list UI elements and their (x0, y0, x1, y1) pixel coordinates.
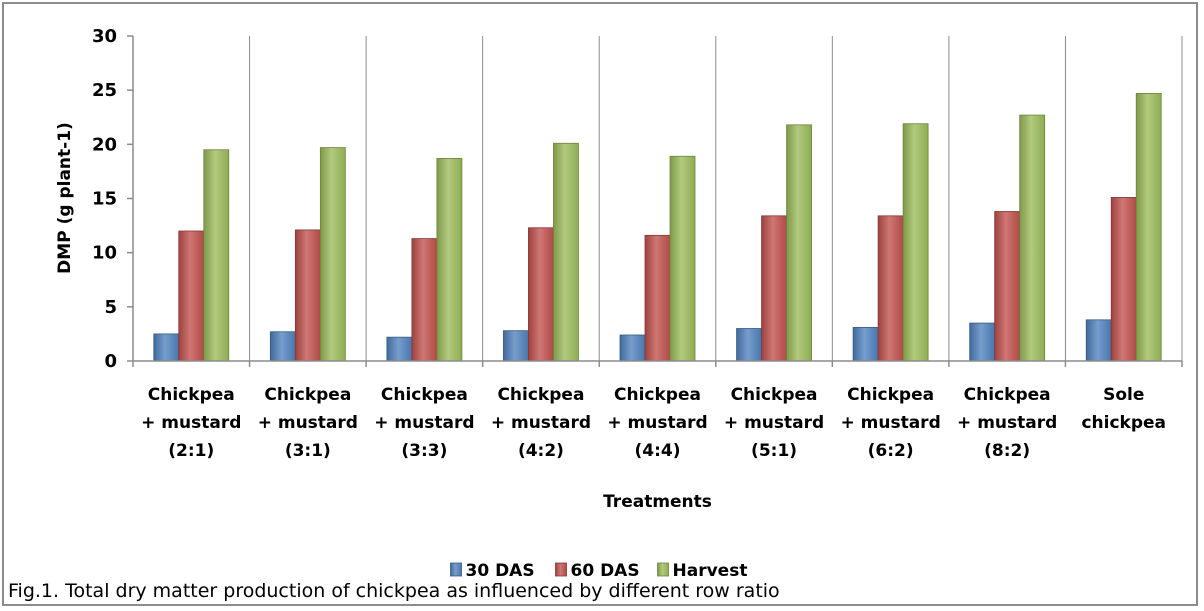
bar (736, 328, 762, 362)
y-tick-label: 0 (104, 351, 117, 372)
bar (994, 211, 1021, 362)
bar (1110, 197, 1137, 362)
bar (436, 158, 463, 362)
bar (669, 155, 696, 362)
bar (852, 327, 879, 362)
bar (877, 215, 904, 362)
bar (153, 333, 180, 362)
x-tick-label: Chickpea + mustard (3:1) (258, 385, 358, 461)
bar (319, 147, 346, 362)
y-tick-label: 25 (92, 80, 117, 101)
bar (969, 322, 996, 362)
x-tick-label: Chickpea + mustard (2:1) (141, 385, 241, 461)
legend-label: Harvest (673, 561, 748, 581)
legend-swatch (555, 562, 567, 577)
x-tick-label: Chickpea + mustard (4:2) (491, 385, 591, 461)
legend-label: 60 DAS (571, 561, 640, 581)
bar (269, 331, 296, 362)
bar (386, 336, 413, 362)
bar (553, 142, 579, 362)
y-tick-label: 5 (104, 297, 117, 318)
bar (1019, 114, 1046, 362)
bar (528, 227, 554, 362)
y-tick-label: 15 (92, 189, 117, 210)
x-tick-label: Chickpea + mustard (3:3) (374, 385, 474, 461)
bar (178, 230, 205, 362)
legend: 30 DAS 60 DAS Harvest (450, 561, 748, 581)
bar (1135, 93, 1162, 362)
figure-caption: Fig.1. Total dry matter production of ch… (8, 580, 780, 602)
bar (786, 124, 812, 362)
bar-layer (153, 93, 1162, 362)
x-tick-label: Chickpea + mustard (6:2) (840, 385, 940, 461)
legend-swatch (657, 562, 669, 577)
bar (503, 330, 529, 362)
bar (294, 229, 321, 362)
bar (902, 123, 929, 362)
bar (644, 234, 671, 362)
bar (761, 215, 787, 362)
x-tick-label: Chickpea + mustard (8:2) (957, 385, 1057, 461)
bar (203, 149, 230, 362)
x-axis-title: Treatments (603, 492, 712, 512)
y-tick-label: 10 (92, 243, 117, 264)
x-tick-label: Chickpea + mustard (5:1) (724, 385, 824, 461)
x-tick-label: Sole chickpea (1081, 385, 1166, 433)
y-axis-title: DMP (g plant-1) (55, 122, 75, 274)
x-tick-label: Chickpea + mustard (4:4) (607, 385, 707, 461)
bar (411, 238, 438, 362)
legend-swatch (450, 562, 462, 577)
y-tick-label: 30 (92, 26, 117, 47)
legend-label: 30 DAS (466, 561, 535, 581)
bar (1085, 319, 1112, 362)
bar (619, 334, 646, 362)
y-tick-label: 20 (92, 134, 117, 155)
